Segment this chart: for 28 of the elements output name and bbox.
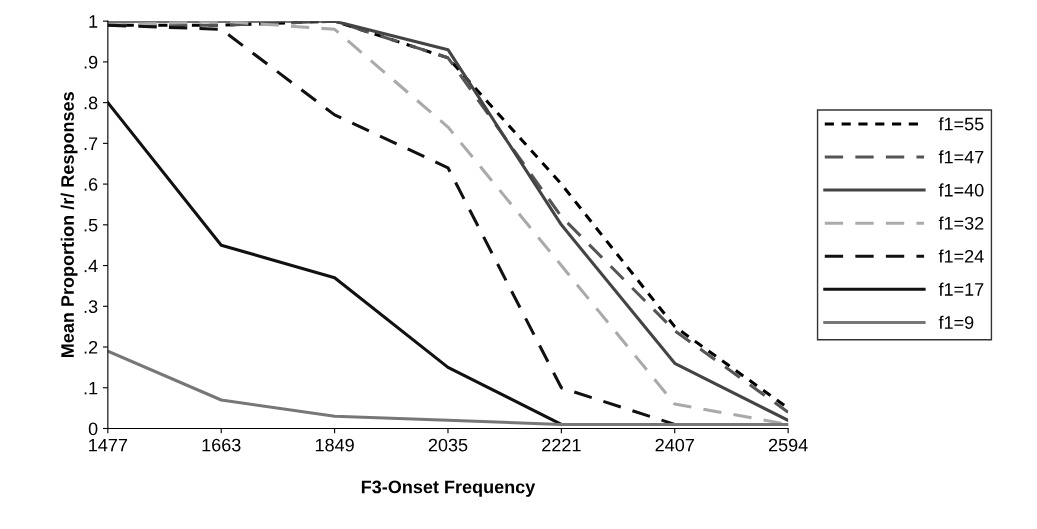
x-tick-label: 1477 (89, 438, 128, 452)
y-tick-label: .3 (84, 300, 98, 314)
x-tick-label: 1849 (315, 438, 354, 452)
x-tick-label: 2035 (428, 438, 468, 452)
y-axis-title: Mean Proportion /r/ Responses (60, 92, 78, 358)
y-tick-label: .4 (84, 259, 98, 273)
x-tick-label: 1663 (202, 438, 241, 452)
x-axis-title: F3-Onset Frequency (361, 480, 536, 497)
y-tick-label: 0 (88, 422, 98, 436)
y-tick-label: .7 (84, 137, 98, 150)
text: f1=9 (938, 315, 974, 329)
y-tick-label: .5 (84, 218, 98, 232)
text: f1=55 (938, 117, 984, 131)
y-tick-label: .8 (84, 96, 98, 110)
text: f1=40 (938, 183, 984, 197)
text: f1=24 (938, 249, 984, 263)
x-tick-label: 2594 (768, 438, 808, 452)
text: f1=47 (938, 150, 984, 164)
x-tick-label: 2407 (655, 438, 694, 452)
y-tick-label: .6 (84, 178, 98, 191)
text: f1=32 (938, 216, 984, 230)
y-tick-label: .2 (84, 340, 98, 354)
y-tick-label: .9 (84, 55, 98, 69)
y-tick-label: 1 (89, 15, 98, 28)
x-tick-label: 2221 (542, 438, 581, 452)
y-tick-label: .1 (84, 381, 98, 395)
text: f1=17 (938, 282, 984, 296)
line-series (107, 349, 789, 426)
